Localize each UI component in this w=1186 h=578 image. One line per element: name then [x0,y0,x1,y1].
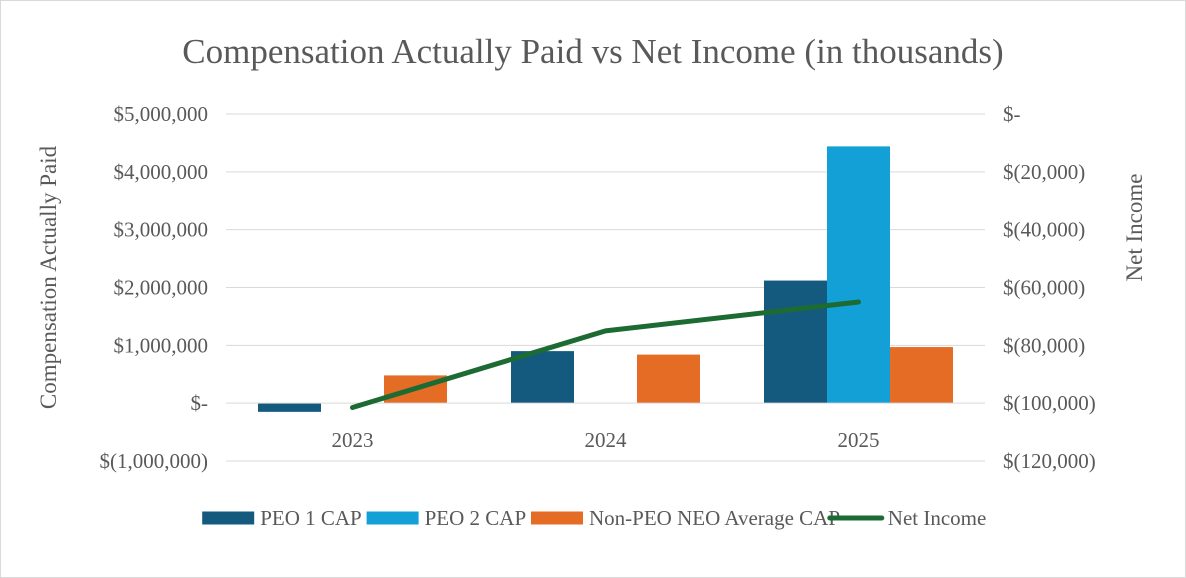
y-tick-label: $4,000,000 [114,160,209,184]
line-net-income [350,299,861,411]
x-tick-label: 2024 [585,428,628,452]
chart-title: Compensation Actually Paid vs Net Income… [182,32,1003,71]
bar-peo-1-cap [764,280,827,404]
legend-swatch [531,511,583,525]
legend-label: Net Income [888,506,987,530]
y2-tick-label: $(40,000) [1003,218,1085,242]
y2-tick-label: $(80,000) [1003,333,1085,357]
y-tick-label: $- [191,391,209,415]
y-tick-label: $5,000,000 [114,102,209,126]
y-tick-label: $2,000,000 [114,276,209,300]
legend-label: PEO 2 CAP [425,506,527,530]
y-tick-label: $3,000,000 [114,218,209,242]
y2-tick-label: $(120,000) [1003,449,1096,473]
y2-tick-label: $(60,000) [1003,276,1085,300]
x-tick-label: 2025 [838,428,880,452]
y-tick-label: $1,000,000 [114,333,209,357]
bar-peo-1-cap [258,403,321,412]
y2-axis-title: Net Income [1122,174,1147,282]
legend-label: PEO 1 CAP [260,506,362,530]
y2-tick-label: $- [1003,102,1021,126]
y2-tick-label: $(20,000) [1003,160,1085,184]
y-axis-title: Compensation Actually Paid [36,145,61,409]
legend-swatch [366,511,419,525]
legend-label: Non-PEO NEO Average CAP [589,506,840,530]
y-tick-label: $(1,000,000) [100,449,209,473]
y2-tick-label: $(100,000) [1003,391,1096,415]
bar-peo-2-cap [827,146,890,404]
bar-peo-1-cap [511,351,574,404]
legend-swatch [202,511,255,525]
bar-non-peo-neo-average-cap [637,354,700,404]
bar-non-peo-neo-average-cap [890,347,953,404]
x-tick-label: 2023 [332,428,374,452]
